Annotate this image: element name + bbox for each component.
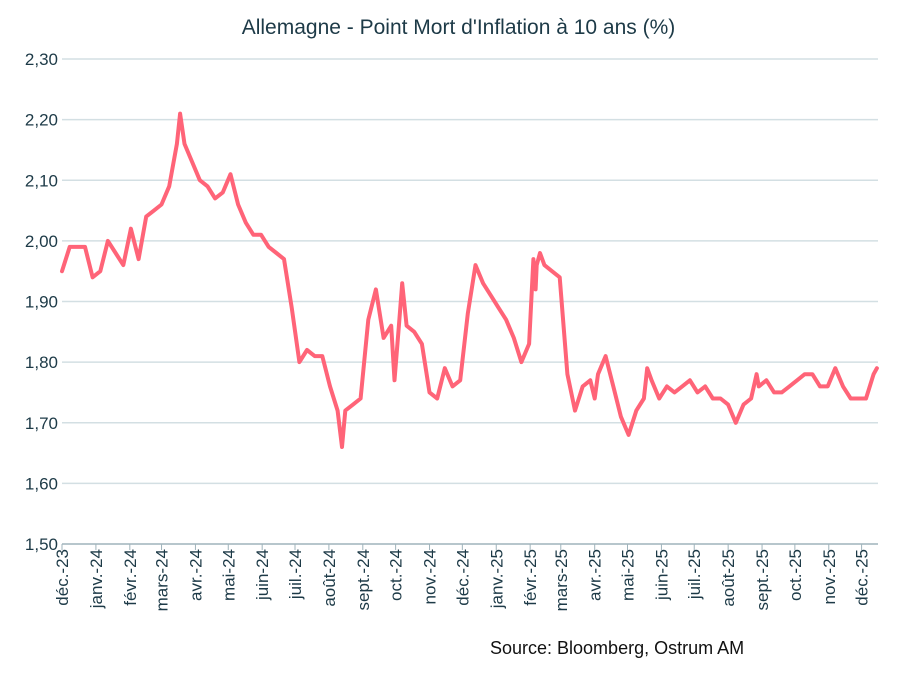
x-tick-label: oct.-24 (387, 549, 406, 601)
x-tick-label: juil.-24 (286, 549, 305, 600)
y-tick-label: 2,20 (25, 111, 58, 130)
x-tick-label: août-24 (320, 549, 339, 607)
source-note: Source: Bloomberg, Ostrum AM (490, 638, 745, 658)
y-tick-label: 2,00 (25, 232, 58, 251)
y-tick-label: 1,90 (25, 293, 58, 312)
y-tick-label: 1,50 (25, 535, 58, 554)
x-tick-label: déc.-23 (53, 549, 72, 606)
x-tick-label: sept.-24 (354, 549, 373, 610)
x-tick-label: déc.-25 (853, 549, 872, 606)
x-tick-label: avr.-24 (186, 549, 205, 601)
x-tick-label: juin-25 (652, 549, 671, 601)
y-tick-label: 2,10 (25, 171, 58, 190)
x-tick-label: nov.-24 (421, 549, 440, 604)
x-tick-label: déc.-24 (453, 549, 472, 606)
x-tick-label: mars-25 (552, 549, 571, 611)
x-tick-label: févr.-25 (521, 549, 540, 606)
y-tick-label: 1,60 (25, 474, 58, 493)
x-tick-label: févr.-24 (121, 549, 140, 606)
y-tick-label: 1,80 (25, 353, 58, 372)
x-tick-label: mai-24 (219, 549, 238, 601)
x-tick-label: sept.-25 (753, 549, 772, 610)
x-tick-label: juil.-25 (685, 549, 704, 600)
x-tick-label: août-25 (719, 549, 738, 607)
x-tick-label: juin-24 (253, 549, 272, 601)
x-tick-label: oct.-25 (786, 549, 805, 601)
x-tick-label: janv.-25 (487, 549, 506, 609)
x-tick-label: nov.-25 (820, 549, 839, 604)
y-tick-label: 1,70 (25, 414, 58, 433)
y-tick-label: 2,30 (25, 50, 58, 69)
series-line (60, 111, 879, 449)
x-tick-label: mai-25 (619, 549, 638, 601)
x-tick-label: mars-24 (153, 549, 172, 611)
x-tick-label: janv.-24 (87, 549, 106, 609)
x-tick-label: avr.-25 (586, 549, 605, 601)
chart-title: Allemagne - Point Mort d'Inflation à 10 … (241, 16, 676, 39)
